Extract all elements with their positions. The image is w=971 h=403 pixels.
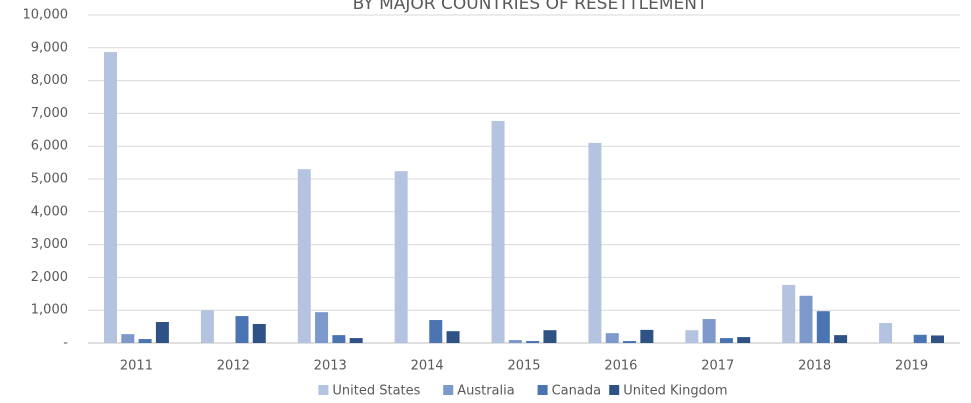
bar: [349, 338, 363, 343]
y-tick-label: 4,000: [31, 204, 68, 219]
bar: [799, 295, 813, 343]
y-tick-label: -: [63, 336, 68, 351]
y-tick-label: 3,000: [31, 237, 68, 252]
y-tick-label: 10,000: [23, 8, 69, 23]
bar: [446, 331, 460, 343]
bar: [879, 322, 893, 343]
bar: [103, 52, 117, 344]
bar: [155, 322, 169, 343]
bar: [491, 120, 505, 343]
bar: [315, 312, 329, 343]
bar: [640, 329, 654, 343]
bar: [508, 340, 522, 343]
legend-label: United States: [332, 384, 420, 399]
bar: [526, 341, 540, 343]
x-tick-label: 2013: [314, 359, 347, 374]
bar: [782, 284, 796, 343]
bar: [429, 320, 443, 343]
x-tick-label: 2011: [120, 359, 153, 374]
bar: [913, 334, 927, 343]
legend-swatch: [537, 385, 548, 395]
x-tick-label: 2017: [701, 359, 734, 374]
bar: [605, 333, 619, 343]
y-tick-label: 6,000: [31, 139, 68, 154]
x-tick-label: 2016: [604, 359, 637, 374]
legend-swatch: [443, 385, 454, 395]
bar: [719, 338, 733, 343]
legend-swatch: [318, 385, 329, 395]
x-tick-label: 2019: [895, 359, 928, 374]
bar: [394, 171, 408, 343]
legend-label: United Kingdom: [623, 384, 727, 399]
y-tick-label: 8,000: [31, 73, 68, 88]
bar: [252, 323, 266, 343]
x-tick-label: 2018: [798, 359, 831, 374]
legend-swatch: [609, 385, 620, 395]
legend-label: Australia: [457, 384, 515, 399]
bar: [737, 337, 751, 343]
y-tick-label: 5,000: [31, 172, 68, 187]
y-tick-label: 7,000: [31, 106, 68, 121]
x-tick-label: 2012: [217, 359, 250, 374]
bar: [543, 330, 557, 343]
bar: [297, 169, 311, 343]
bar: [931, 335, 945, 343]
y-tick-label: 9,000: [31, 40, 68, 55]
chart-title: BY MAJOR COUNTRIES OF RESETTLEMENT: [353, 0, 708, 14]
bar: [702, 319, 716, 343]
bar: [623, 341, 637, 343]
bar: [138, 339, 152, 343]
bar: [816, 311, 830, 343]
bar: [200, 310, 214, 343]
bar: [121, 334, 135, 343]
bar: [834, 335, 848, 343]
bar: [332, 335, 346, 343]
bar: [235, 316, 249, 343]
y-tick-label: 2,000: [31, 270, 68, 285]
bar: [588, 142, 602, 343]
x-tick-label: 2015: [507, 359, 540, 374]
bar: [685, 330, 699, 343]
y-tick-label: 1,000: [31, 303, 68, 318]
legend-label: Canada: [552, 384, 601, 399]
x-tick-label: 2014: [411, 359, 444, 374]
